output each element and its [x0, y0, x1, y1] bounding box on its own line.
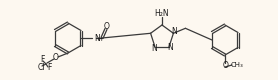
Text: Cl: Cl: [37, 62, 45, 72]
Text: O: O: [104, 22, 110, 30]
Text: N: N: [151, 44, 157, 53]
Text: O: O: [53, 54, 59, 62]
Text: H: H: [98, 37, 102, 42]
Text: H₂N: H₂N: [155, 8, 169, 18]
Text: F: F: [40, 56, 44, 64]
Text: CH₃: CH₃: [231, 62, 243, 68]
Text: N: N: [94, 34, 100, 42]
Text: O: O: [223, 60, 229, 70]
Text: F: F: [47, 62, 51, 72]
Text: N: N: [167, 43, 173, 52]
Text: N: N: [172, 27, 177, 36]
